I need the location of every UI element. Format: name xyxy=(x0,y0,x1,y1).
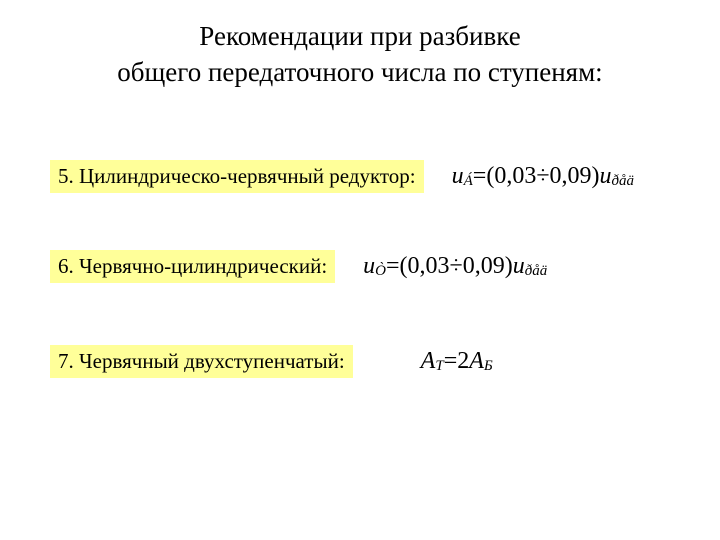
val-a: 0,03 xyxy=(494,163,536,190)
var-u: u xyxy=(363,253,375,280)
page-title-wrapper: Рекомендации при разбивке общего передат… xyxy=(0,0,720,91)
title-line-1: Рекомендации при разбивке xyxy=(0,18,720,54)
paren-open: ( xyxy=(486,163,494,190)
var-u2: u xyxy=(513,253,525,280)
eq: = xyxy=(473,163,487,190)
paren-close: ) xyxy=(505,253,513,280)
val-b: 0,09 xyxy=(463,253,505,280)
sub-1: Á xyxy=(464,173,473,190)
sub-2: ðåä xyxy=(525,263,548,280)
sub-2: Б xyxy=(484,358,493,375)
var-u: u xyxy=(452,163,464,190)
paren-close: ) xyxy=(592,163,600,190)
paren-open: ( xyxy=(400,253,408,280)
two: 2 xyxy=(457,348,469,375)
div: ÷ xyxy=(450,253,463,280)
sub-1: Т xyxy=(435,358,443,375)
formula-5: uÁ = (0,03 ÷ 0,09)uðåä xyxy=(452,163,634,190)
val-b: 0,09 xyxy=(550,163,592,190)
sub-2: ðåä xyxy=(612,173,635,190)
div: ÷ xyxy=(536,163,549,190)
var-u2: u xyxy=(600,163,612,190)
label-6: 6. Червячно-цилиндрический: xyxy=(50,250,335,283)
formula-7: AТ = 2AБ xyxy=(421,348,493,375)
var-A2: A xyxy=(469,348,484,375)
item-row-5: 5. Цилиндрическо-червячный редуктор: uÁ … xyxy=(50,160,634,193)
title-line-2: общего передаточного числа по ступеням: xyxy=(0,54,720,90)
item-row-6: 6. Червячно-цилиндрический: uÒ = (0,03 ÷… xyxy=(50,250,547,283)
eq: = xyxy=(386,253,400,280)
val-a: 0,03 xyxy=(408,253,450,280)
label-5: 5. Цилиндрическо-червячный редуктор: xyxy=(50,160,424,193)
sub-1: Ò xyxy=(375,263,386,280)
label-7: 7. Червячный двухступенчатый: xyxy=(50,345,353,378)
eq: = xyxy=(444,348,458,375)
var-A1: A xyxy=(421,348,436,375)
item-row-7: 7. Червячный двухступенчатый: AТ = 2AБ xyxy=(50,345,493,378)
formula-6: uÒ = (0,03 ÷ 0,09)uðåä xyxy=(363,253,547,280)
